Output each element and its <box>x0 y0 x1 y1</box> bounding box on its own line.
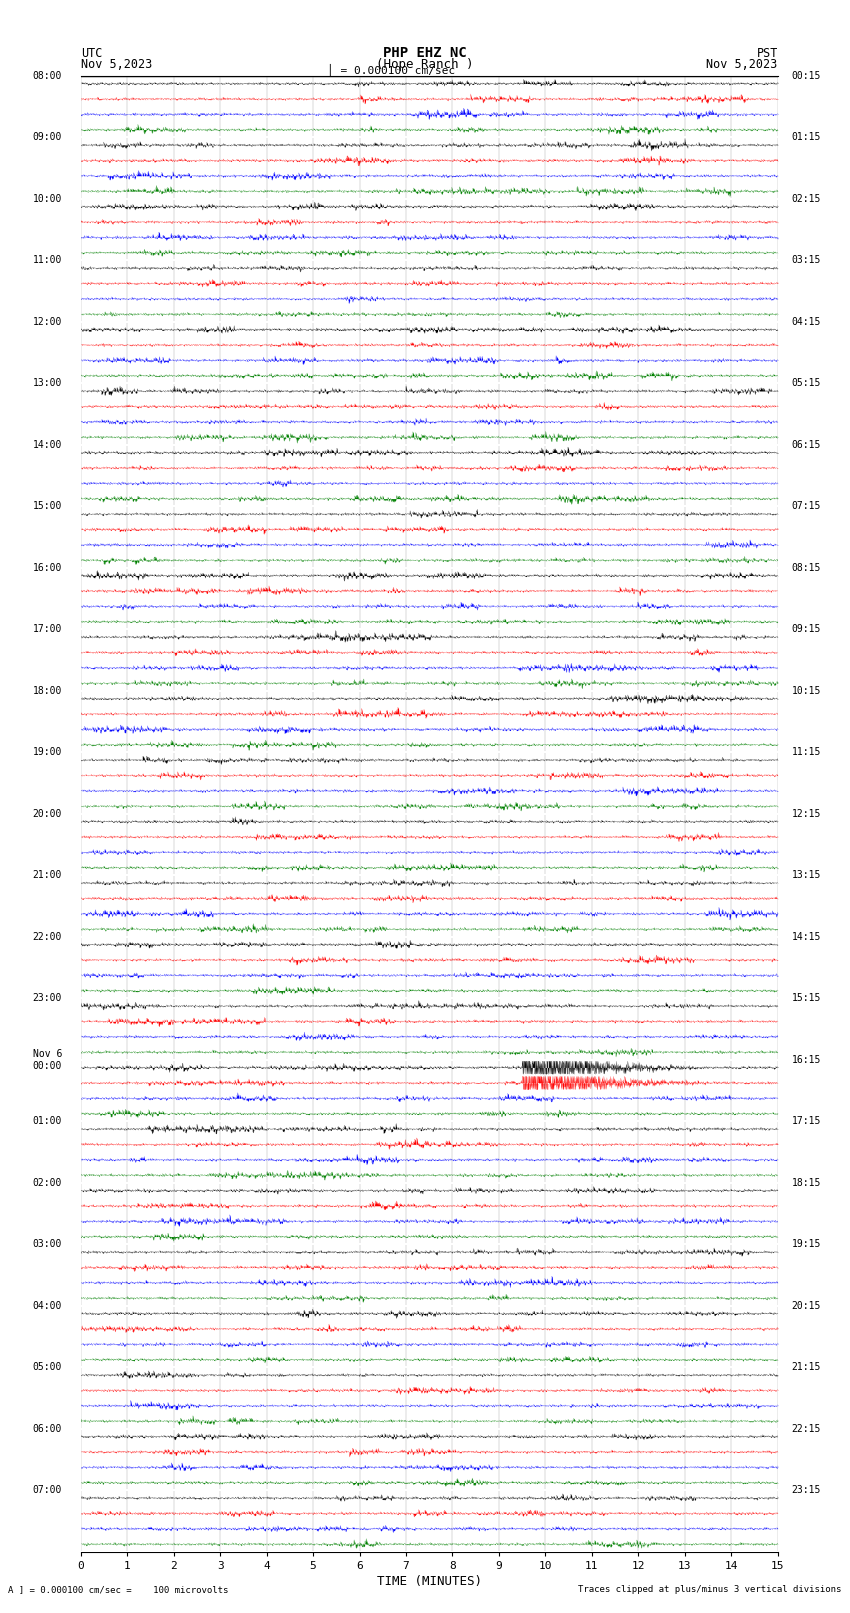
Text: 12:15: 12:15 <box>791 808 821 819</box>
Text: Traces clipped at plus/minus 3 vertical divisions: Traces clipped at plus/minus 3 vertical … <box>578 1584 842 1594</box>
Text: 06:00: 06:00 <box>33 1424 62 1434</box>
Text: 09:15: 09:15 <box>791 624 821 634</box>
Text: 21:00: 21:00 <box>33 871 62 881</box>
Text: 04:00: 04:00 <box>33 1300 62 1311</box>
Text: 13:15: 13:15 <box>791 871 821 881</box>
Text: PHP EHZ NC: PHP EHZ NC <box>383 47 467 60</box>
Text: 14:15: 14:15 <box>791 932 821 942</box>
Text: 14:00: 14:00 <box>33 440 62 450</box>
Text: 23:15: 23:15 <box>791 1486 821 1495</box>
Text: 00:15: 00:15 <box>791 71 821 81</box>
Text: 15:15: 15:15 <box>791 994 821 1003</box>
Text: 22:15: 22:15 <box>791 1424 821 1434</box>
Text: 20:00: 20:00 <box>33 808 62 819</box>
Text: 19:15: 19:15 <box>791 1239 821 1248</box>
Text: Nov 5,2023: Nov 5,2023 <box>706 58 778 71</box>
Text: 06:15: 06:15 <box>791 440 821 450</box>
Text: 12:00: 12:00 <box>33 316 62 327</box>
X-axis label: TIME (MINUTES): TIME (MINUTES) <box>377 1574 482 1587</box>
Text: 22:00: 22:00 <box>33 932 62 942</box>
Text: 10:15: 10:15 <box>791 686 821 695</box>
Text: 02:15: 02:15 <box>791 194 821 203</box>
Text: 03:00: 03:00 <box>33 1239 62 1248</box>
Text: 19:00: 19:00 <box>33 747 62 756</box>
Text: Nov 5,2023: Nov 5,2023 <box>81 58 152 71</box>
Text: 11:00: 11:00 <box>33 255 62 265</box>
Text: 08:15: 08:15 <box>791 563 821 573</box>
Text: 02:00: 02:00 <box>33 1177 62 1187</box>
Text: 23:00: 23:00 <box>33 994 62 1003</box>
Text: 15:00: 15:00 <box>33 502 62 511</box>
Text: (Hope Ranch ): (Hope Ranch ) <box>377 58 473 71</box>
Text: 05:15: 05:15 <box>791 379 821 389</box>
Text: 17:00: 17:00 <box>33 624 62 634</box>
Text: 13:00: 13:00 <box>33 379 62 389</box>
Text: 01:15: 01:15 <box>791 132 821 142</box>
Text: 16:00: 16:00 <box>33 563 62 573</box>
Text: 17:15: 17:15 <box>791 1116 821 1126</box>
Text: Nov 6
00:00: Nov 6 00:00 <box>33 1048 62 1071</box>
Text: 20:15: 20:15 <box>791 1300 821 1311</box>
Text: PST: PST <box>756 47 778 60</box>
Text: │ = 0.000100 cm/sec: │ = 0.000100 cm/sec <box>327 65 456 77</box>
Text: 18:00: 18:00 <box>33 686 62 695</box>
Text: 11:15: 11:15 <box>791 747 821 756</box>
Text: 21:15: 21:15 <box>791 1363 821 1373</box>
Text: 04:15: 04:15 <box>791 316 821 327</box>
Text: 09:00: 09:00 <box>33 132 62 142</box>
Text: 05:00: 05:00 <box>33 1363 62 1373</box>
Text: 07:15: 07:15 <box>791 502 821 511</box>
Text: 16:15: 16:15 <box>791 1055 821 1065</box>
Text: 18:15: 18:15 <box>791 1177 821 1187</box>
Text: 10:00: 10:00 <box>33 194 62 203</box>
Text: 01:00: 01:00 <box>33 1116 62 1126</box>
Text: UTC: UTC <box>81 47 102 60</box>
Text: 07:00: 07:00 <box>33 1486 62 1495</box>
Text: 03:15: 03:15 <box>791 255 821 265</box>
Text: A ] = 0.000100 cm/sec =    100 microvolts: A ] = 0.000100 cm/sec = 100 microvolts <box>8 1584 229 1594</box>
Text: 08:00: 08:00 <box>33 71 62 81</box>
